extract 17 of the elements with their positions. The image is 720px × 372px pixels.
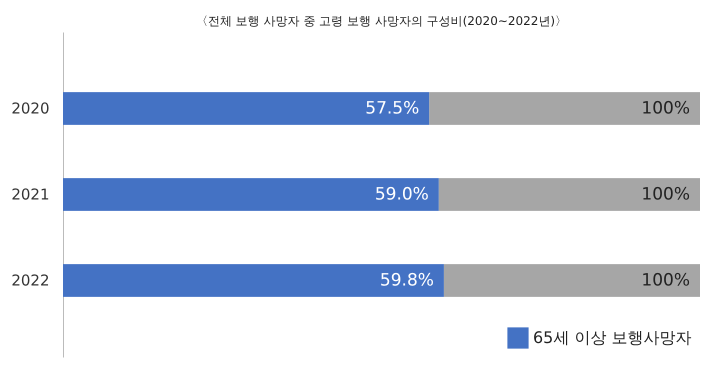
bar xyxy=(429,92,700,125)
total-label: 100% xyxy=(641,98,690,119)
bar xyxy=(438,178,700,211)
total-label: 100% xyxy=(641,270,690,290)
chart-title: 〈전체 보행 사망자 중 고령 보행 사망자의 구성비(2020~2022년)〉 xyxy=(196,14,568,28)
legend-label: 65세 이상 보행사망자 xyxy=(533,328,692,347)
bar xyxy=(63,92,430,125)
data-label: 59.8% xyxy=(380,270,434,290)
bar xyxy=(63,178,439,211)
bar xyxy=(63,264,444,297)
data-label: 59.0% xyxy=(374,184,429,204)
bar xyxy=(444,264,700,297)
data-label: 57.5% xyxy=(365,98,420,119)
y-tick-label: 2021 xyxy=(11,186,50,204)
y-tick-label: 2022 xyxy=(11,271,50,290)
total-label: 100% xyxy=(641,184,690,204)
y-tick-label: 2020 xyxy=(11,100,50,118)
